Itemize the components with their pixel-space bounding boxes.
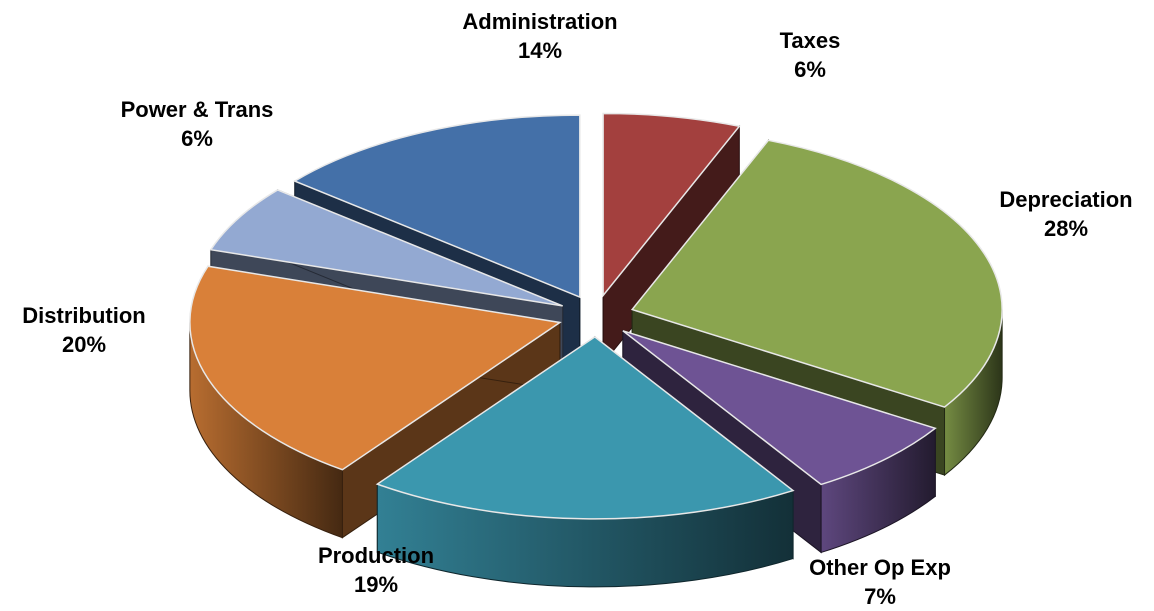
label-depreciation-name: Depreciation bbox=[999, 187, 1133, 212]
label-taxes-name: Taxes bbox=[779, 28, 841, 53]
label-production-percent: 19% bbox=[353, 572, 399, 597]
slice-power-trans-top bbox=[209, 189, 563, 307]
label-distribution-percent: 20% bbox=[61, 332, 107, 357]
label-power-trans: Power & Trans 6% bbox=[121, 95, 274, 153]
label-power-trans-name: Power & Trans bbox=[120, 97, 274, 122]
slice-production bbox=[375, 335, 795, 588]
label-production: Production 19% bbox=[318, 541, 434, 599]
label-other-op-exp-percent: 7% bbox=[864, 584, 896, 609]
label-administration: Administration 14% bbox=[462, 7, 617, 65]
slice-distribution-top bbox=[189, 265, 562, 471]
label-other-op-exp-name: Other Op Exp bbox=[809, 555, 951, 580]
slice-administration-top bbox=[293, 114, 581, 299]
label-power-trans-percent: 6% bbox=[181, 126, 213, 151]
label-depreciation-percent: 28% bbox=[1043, 216, 1089, 241]
slice-distribution bbox=[189, 265, 562, 539]
label-other-op-exp: Other Op Exp 7% bbox=[809, 553, 951, 611]
slice-taxes-top bbox=[602, 112, 741, 298]
label-taxes: Taxes 6% bbox=[780, 26, 841, 84]
slice-depreciation-top bbox=[630, 139, 1003, 408]
label-administration-name: Administration bbox=[462, 9, 618, 34]
label-distribution-name: Distribution bbox=[22, 303, 146, 328]
slice-production-top bbox=[375, 335, 795, 520]
label-depreciation: Depreciation 28% bbox=[999, 185, 1132, 243]
slice-other-op-exp-top bbox=[622, 330, 937, 486]
label-taxes-percent: 6% bbox=[794, 57, 826, 82]
label-production-name: Production bbox=[317, 543, 435, 568]
label-administration-percent: 14% bbox=[517, 38, 563, 63]
label-distribution: Distribution 20% bbox=[22, 301, 145, 359]
